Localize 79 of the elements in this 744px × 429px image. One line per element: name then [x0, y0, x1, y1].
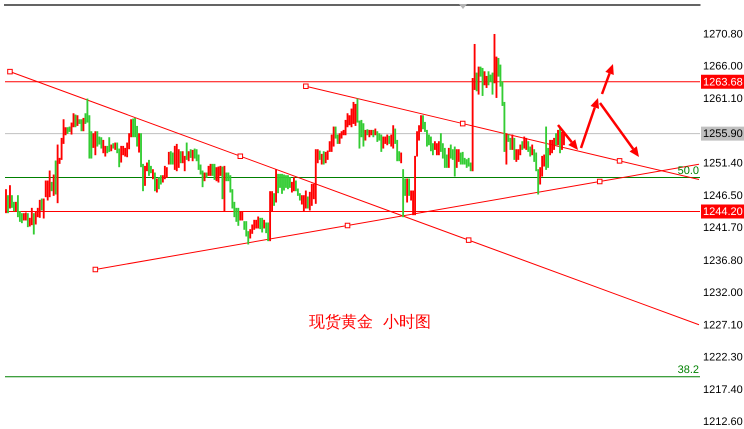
candlestick: [50, 182, 53, 192]
y-tick-label: 1217.40: [703, 384, 743, 396]
point: [344, 222, 350, 228]
y-tick-label: 1261.10: [703, 92, 743, 105]
candlestick: [314, 149, 317, 204]
candlestick: [320, 154, 323, 165]
candlestick: [468, 158, 470, 167]
candlestick: [366, 129, 368, 136]
y-tick-label: 1232.00: [703, 286, 743, 299]
candlestick: [402, 169, 404, 218]
text: 现货黄金 小时图: [308, 312, 431, 332]
candlestick: [322, 151, 325, 165]
candlestick: [80, 119, 82, 132]
candlestick: [372, 130, 374, 138]
point: [303, 84, 309, 90]
candlestick: [488, 71, 490, 86]
point: [7, 68, 13, 74]
point: [466, 237, 472, 243]
y-tick-label: 1236.80: [703, 254, 743, 267]
annotation: 38.2: [678, 364, 699, 376]
candlestick: [555, 133, 557, 146]
annotation: 50.0: [678, 165, 699, 178]
y-tick-label: 1266.00: [703, 60, 743, 72]
candlestick: [138, 133, 140, 153]
candlestick: [168, 152, 170, 165]
ref-line-label: 1263.68: [703, 76, 743, 88]
candlestick: [438, 141, 440, 156]
candlestick: [96, 131, 98, 147]
y-tick-label: 1246.50: [703, 190, 743, 202]
candlestick: [164, 166, 166, 180]
candlestick: [82, 118, 84, 132]
candlestick: [112, 143, 114, 149]
candlestick: [7, 195, 9, 214]
candlestick: [557, 130, 559, 146]
candlestick: [180, 151, 182, 164]
candlestick: [237, 208, 240, 226]
y-tick-label: 1241.70: [703, 222, 743, 234]
candlestick: [362, 123, 364, 147]
ref-line-label: 1255.90: [703, 128, 743, 140]
candlestick: [462, 152, 464, 165]
candlestick: [20, 213, 23, 224]
y-tick-label: 1212.60: [703, 416, 743, 428]
candlestick: [26, 213, 29, 228]
y-tick-label: 1270.80: [703, 28, 743, 40]
candlestick: [549, 140, 552, 156]
candlestick: [158, 177, 160, 190]
candlestick: [120, 146, 122, 163]
candlestick: [94, 131, 96, 156]
candlestick: [368, 130, 370, 138]
point: [92, 266, 98, 272]
candlestick: [392, 125, 394, 149]
ref-line-label: 1244.20: [703, 206, 743, 218]
candlestick: [102, 140, 104, 154]
candlestick: [100, 137, 102, 149]
candlestick: [192, 150, 194, 162]
candlestick: [176, 144, 178, 172]
candlestick: [505, 133, 508, 165]
candlestick: [170, 151, 172, 165]
candlestick: [364, 130, 366, 141]
candlestick: [436, 143, 438, 156]
candlestick: [273, 193, 275, 206]
candlestick: [253, 220, 256, 230]
candlestick: [292, 177, 295, 192]
candlestick: [160, 175, 162, 185]
point: [616, 158, 622, 164]
candlestick: [11, 195, 13, 208]
candlestick: [287, 175, 289, 190]
point: [596, 178, 602, 184]
candlestick: [324, 152, 327, 164]
candlestick: [259, 218, 262, 230]
candlestick: [152, 169, 154, 180]
candlestick: [370, 130, 372, 136]
point: [460, 120, 466, 126]
y-tick-label: 1222.30: [703, 351, 743, 364]
y-tick-label: 1227.10: [703, 319, 743, 332]
candlestick: [216, 167, 218, 182]
y-tick-label: 1251.40: [703, 158, 743, 170]
point: [238, 153, 244, 159]
candlestick: [188, 151, 190, 162]
